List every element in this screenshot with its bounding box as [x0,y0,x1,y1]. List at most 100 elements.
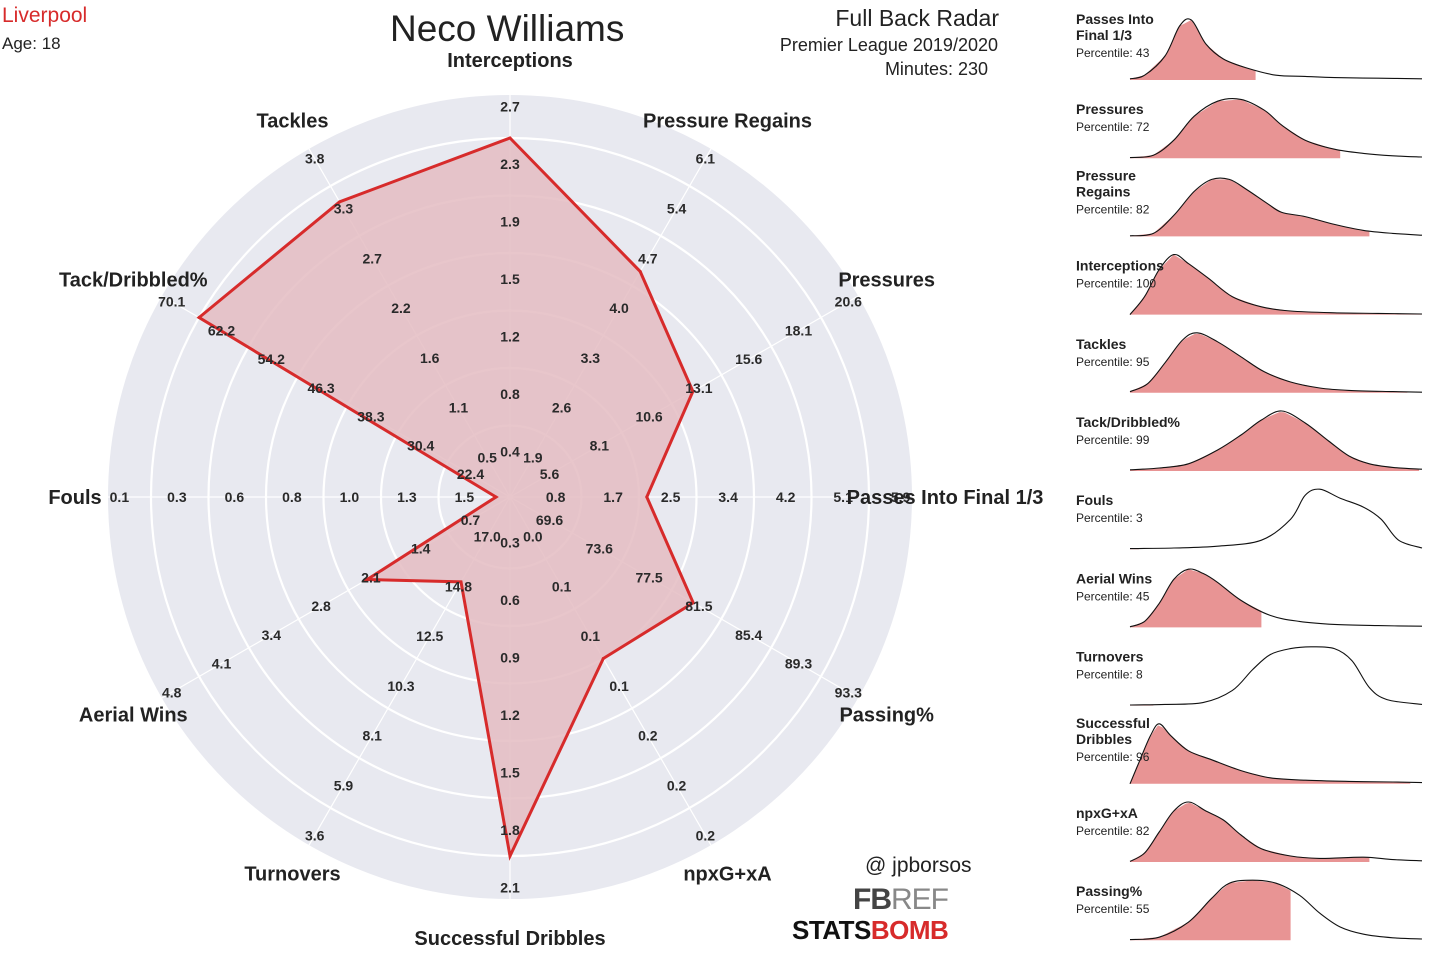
tick-label: 1.3 [397,489,417,505]
axis-label-passes-into-final-1-3: Passes Into Final 1/3 [847,487,1044,509]
player-name: Neco Williams [390,8,625,49]
tick-label: 15.6 [735,351,762,367]
tick-label: 8.1 [362,728,382,744]
radar-chart: 0.4 0.8 1.2 1.5 1.9 2.3 2.7 Interceptions 1.9 2.6… [48,50,1044,950]
tick-label: 70.1 [158,294,185,310]
tick-label: 3.3 [581,350,601,366]
tick-label: 4.7 [638,250,658,266]
tick-label: 0.2 [638,728,658,744]
tick-label: 0.8 [546,489,566,505]
data-point-fouls [494,495,498,499]
density-panel-percentile: Percentile: 100 [1076,277,1156,291]
fbref-logo: FBREF [853,883,949,917]
axis-label-pressure-regains: Pressure Regains [643,110,812,132]
data-point-passes-into-final-1-3 [645,495,649,499]
density-curve [1129,177,1423,237]
tick-label: 4.8 [162,684,182,700]
density-curve [1129,253,1423,315]
density-panel-title: Fouls [1076,492,1114,508]
axis-label-interceptions: Interceptions [447,50,573,72]
density-panel-11: npxG+xA Percentile: 82 [1076,801,1423,862]
data-point-tackles [338,200,342,204]
density-panel-percentile: Percentile: 43 [1076,46,1150,60]
tick-label: 38.3 [357,409,384,425]
tick-label: 5.9 [334,777,354,793]
tick-label: 1.0 [340,489,360,505]
tick-label: 2.1 [361,569,381,585]
axis-label-pressures: Pressures [838,270,935,292]
tick-label: 3.4 [262,627,282,643]
density-curve [1129,98,1423,159]
tick-label: 81.5 [685,598,712,614]
tick-label: 5.9 [891,489,911,505]
tick-label: 4.0 [609,300,629,316]
density-curve [1129,332,1423,393]
tick-label: 13.1 [685,380,712,396]
player-polygon-fill [199,138,694,856]
statsbomb-logo-main: STATS [792,915,871,945]
density-panel-7: Fouls Percentile: 3 [1076,488,1423,550]
density-panel-4: Interceptions Percentile: 100 [1076,253,1423,315]
axis-label-fouls: Fouls [48,487,101,509]
axis-label-turnovers: Turnovers [244,864,340,886]
data-point-tack-dribbled [197,316,201,319]
density-panel-percentile: Percentile: 82 [1076,202,1150,216]
tick-label: 2.5 [661,489,681,505]
density-curve [1129,18,1423,80]
data-point-npxg-xa [601,657,605,661]
tick-label: 5.4 [667,201,687,217]
tick-label: 0.3 [167,489,187,505]
tick-label: 0.8 [500,386,520,402]
tick-label: 1.1 [449,400,469,416]
density-panel-title: Interceptions [1076,258,1164,274]
data-point-aerial-wins [365,577,369,581]
tick-label: 1.5 [500,271,520,287]
tick-label: 20.6 [835,294,862,310]
tick-label: 0.0 [523,529,543,545]
tick-label: 4.2 [776,489,796,505]
tick-label: 3.8 [305,151,325,167]
tick-label: 0.3 [500,535,520,551]
density-panel-title: Passing% [1076,883,1143,899]
axis-label-aerial-wins: Aerial Wins [79,705,188,727]
density-curve [1129,568,1423,628]
axis-label-tack-dribbled: Tack/Dribbled% [59,270,208,292]
tick-label: 89.3 [785,656,812,672]
density-panel-title: Dribbles [1076,731,1132,747]
league-season: Premier League 2019/2020 [779,35,998,55]
axis-label-tackles: Tackles [257,110,329,132]
tick-label: 8.1 [590,437,610,453]
fbref-logo-suffix: REF [891,883,949,916]
tick-label: 22.4 [457,466,484,482]
tick-label: 14.8 [445,578,472,594]
tick-label: 0.2 [667,777,687,793]
tick-label: 93.3 [835,684,862,700]
axis-label-npxg-xa: npxG+xA [683,864,771,886]
density-panel-percentile: Percentile: 72 [1076,120,1150,134]
tick-label: 3.4 [718,489,738,505]
density-fill-percentile [1130,725,1411,784]
density-curve [1129,646,1423,706]
tick-label: 18.1 [785,322,812,338]
tick-label: 0.6 [500,592,520,608]
density-panel-12: Passing% Percentile: 55 [1076,879,1423,941]
tick-label: 10.3 [387,678,414,694]
density-panel-title: Final 1/3 [1076,27,1132,43]
density-fill-percentile [1130,99,1341,159]
tick-label: 2.2 [391,300,411,316]
tick-label: 4.1 [212,656,232,672]
tick-label: 1.8 [500,822,520,838]
tick-label: 0.6 [225,489,245,505]
data-point-pressure-regains [638,269,642,273]
tick-label: 62.2 [208,322,235,338]
density-panel-percentile: Percentile: 96 [1076,750,1150,764]
minutes-played: Minutes: 230 [884,59,988,79]
density-fill-percentile [1130,333,1408,393]
tick-label: 1.2 [500,328,520,344]
tick-label: 1.4 [411,541,431,557]
tick-label: 3.6 [305,827,325,843]
density-fill-percentile [1130,179,1370,237]
density-panel-percentile: Percentile: 8 [1076,668,1143,682]
